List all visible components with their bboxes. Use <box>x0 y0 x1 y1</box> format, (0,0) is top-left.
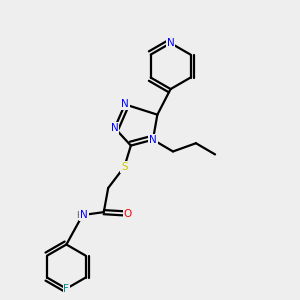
Text: N: N <box>80 210 88 220</box>
Text: N: N <box>121 99 129 110</box>
Text: O: O <box>124 208 132 219</box>
Text: F: F <box>63 284 69 294</box>
Text: N: N <box>167 38 175 48</box>
Text: H: H <box>76 211 83 220</box>
Text: S: S <box>121 162 128 172</box>
Text: N: N <box>149 135 157 145</box>
Text: N: N <box>111 123 119 133</box>
